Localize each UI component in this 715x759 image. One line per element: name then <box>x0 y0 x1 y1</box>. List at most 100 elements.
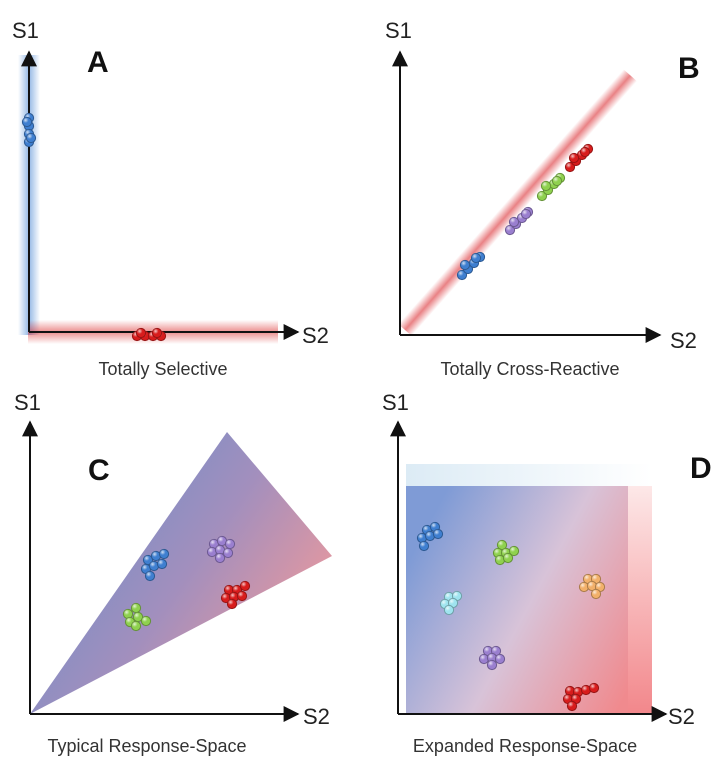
sample-point-highlight <box>509 546 519 556</box>
cluster-cyan-d <box>439 590 463 616</box>
response-space-region-d <box>406 486 628 714</box>
sample-point-highlight <box>479 654 489 664</box>
y-axis-label-d: S1 <box>382 390 409 415</box>
sample-point-highlight <box>433 529 443 539</box>
sample-point-highlight <box>589 683 599 693</box>
cluster-red-a <box>131 327 167 342</box>
panel-d: S1 S2 D Expanded Response-Space <box>382 390 712 756</box>
sample-point-highlight <box>157 559 167 569</box>
cluster-red-c <box>220 580 251 610</box>
sample-point-highlight <box>145 571 155 581</box>
sample-point-highlight <box>207 547 217 557</box>
sample-point-highlight <box>221 593 231 603</box>
sample-point-highlight <box>123 609 133 619</box>
sample-point-highlight <box>131 621 141 631</box>
sample-point-highlight <box>565 686 575 696</box>
sample-point-highlight <box>565 162 575 172</box>
caption-c: Typical Response-Space <box>47 736 246 756</box>
sample-point-highlight <box>151 551 161 561</box>
cluster-purple-c <box>206 535 236 564</box>
cluster-orange-d <box>578 573 606 600</box>
sample-point-highlight <box>209 539 219 549</box>
x-axis-label-c: S2 <box>303 704 330 729</box>
sample-point-highlight <box>149 561 159 571</box>
caption-a: Totally Selective <box>98 359 227 379</box>
sample-point-highlight <box>152 328 162 338</box>
sample-point-highlight <box>419 541 429 551</box>
x-axis-label-d: S2 <box>668 704 695 729</box>
sample-point-highlight <box>227 599 237 609</box>
cross-reactive-band <box>398 69 638 336</box>
sample-point-highlight <box>22 117 32 127</box>
panel-letter-d: D <box>690 452 712 485</box>
panel-c: S1 S2 C Typical Response-Space <box>14 390 332 756</box>
sample-point-highlight <box>457 270 467 280</box>
sample-point-highlight <box>444 605 454 615</box>
sample-point-highlight <box>425 531 435 541</box>
panel-letter-b: B <box>678 52 700 85</box>
cluster-red-b <box>564 143 594 173</box>
sample-point-highlight <box>143 555 153 565</box>
sample-point-highlight <box>552 176 562 186</box>
caption-b: Totally Cross-Reactive <box>440 359 619 379</box>
x-axis-label-a: S2 <box>302 323 329 348</box>
panel-letter-a: A <box>87 46 109 79</box>
cluster-blue-c <box>140 548 170 582</box>
sample-point-highlight <box>579 582 589 592</box>
cluster-purple-d <box>478 645 506 671</box>
sample-point-highlight <box>503 553 513 563</box>
caption-d: Expanded Response-Space <box>413 736 637 756</box>
sample-point-highlight <box>133 612 143 622</box>
y-axis-label-c: S1 <box>14 390 41 415</box>
sample-point-highlight <box>417 533 427 543</box>
cluster-green-d <box>492 539 520 566</box>
sample-point-highlight <box>225 539 235 549</box>
sample-point-highlight <box>141 616 151 626</box>
expanded-region-top-d <box>406 464 652 486</box>
response-space-region-c <box>30 432 332 714</box>
cluster-green-b <box>536 172 566 202</box>
y-axis-label-a: S1 <box>12 18 39 43</box>
sample-point-highlight <box>215 545 225 555</box>
sample-point-highlight <box>223 548 233 558</box>
sample-point-highlight <box>581 685 591 695</box>
sample-point-highlight <box>217 536 227 546</box>
sample-point-highlight <box>26 133 36 143</box>
panel-letter-c: C <box>88 454 110 487</box>
sample-point-highlight <box>580 147 590 157</box>
sample-point-highlight <box>240 581 250 591</box>
x-axis-label-b: S2 <box>670 328 697 353</box>
panel-b: S1 S2 B Totally Cross-Reactive <box>385 18 700 379</box>
cluster-green-c <box>122 602 152 632</box>
sample-point-highlight <box>521 209 531 219</box>
sample-point-highlight <box>487 660 497 670</box>
cluster-purple-b <box>504 206 534 236</box>
sample-point-highlight <box>509 217 519 227</box>
cluster-blue-a <box>21 112 37 148</box>
sample-point-highlight <box>591 589 601 599</box>
cluster-blue-d <box>416 521 444 552</box>
sample-point-highlight <box>237 591 247 601</box>
sample-point-highlight <box>537 191 547 201</box>
sample-point-highlight <box>569 153 579 163</box>
sample-point-highlight <box>159 549 169 559</box>
panel-a: S1 S2 A Totally Selective <box>12 18 329 379</box>
sample-point-highlight <box>487 653 497 663</box>
sample-point-highlight <box>587 581 597 591</box>
expanded-region-right-d <box>628 486 652 714</box>
sample-point-highlight <box>567 701 577 711</box>
sample-point-highlight <box>505 225 515 235</box>
sample-point-highlight <box>136 328 146 338</box>
sample-point-highlight <box>224 585 234 595</box>
y-axis-label-b: S1 <box>385 18 412 43</box>
sample-point-highlight <box>215 553 225 563</box>
sample-point-highlight <box>495 654 505 664</box>
sample-point-highlight <box>471 253 481 263</box>
sample-point-highlight <box>497 540 507 550</box>
sample-point-highlight <box>495 555 505 565</box>
cluster-red-d <box>562 682 600 712</box>
sample-point-highlight <box>460 260 470 270</box>
sample-point-highlight <box>131 603 141 613</box>
sample-point-highlight <box>541 181 551 191</box>
